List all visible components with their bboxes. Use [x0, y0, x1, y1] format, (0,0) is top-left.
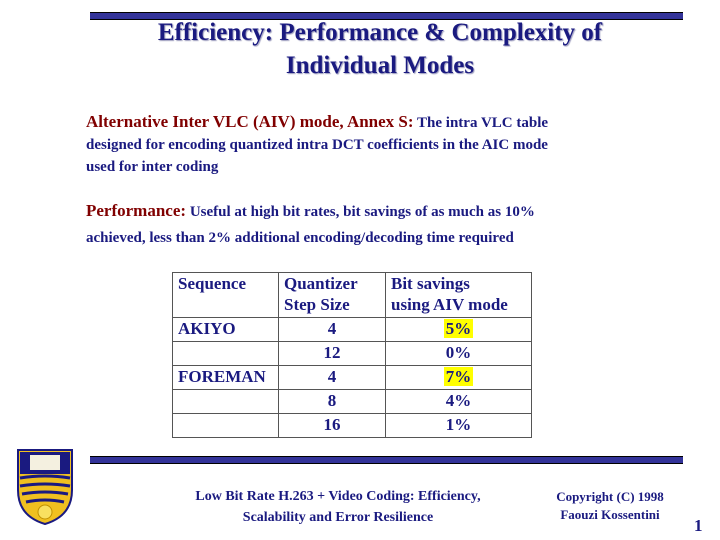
copyright-line: Copyright (C) 1998 [556, 489, 664, 504]
cell-text: 0% [445, 343, 472, 362]
header-text: using AIV mode [391, 295, 508, 314]
table-row: FOREMAN 4 7% [172, 365, 532, 390]
table-cell: 5% [385, 317, 532, 342]
table-cell: 1% [385, 413, 532, 438]
title: Efficiency: Performance & Complexity of … [80, 16, 680, 82]
table-cell: 4 [278, 317, 386, 342]
cell-text: 12 [323, 343, 341, 362]
table-cell: 4 [278, 365, 386, 390]
cell-text: 8 [327, 391, 337, 410]
footer-line: Scalability and Error Resilience [242, 510, 434, 525]
table-row: 12 0% [172, 341, 532, 366]
cell-text: 4% [445, 391, 472, 410]
footer-line: Low Bit Rate H.263 + Video Coding: Effic… [195, 489, 481, 504]
paragraph-line: Useful at high bit rates, bit savings of… [189, 204, 535, 220]
paragraph-lead: Performance: [86, 201, 187, 220]
cell-text: 4 [327, 367, 337, 386]
header-row: Sequence Quantizer Step Size Bit savings usi… [172, 272, 532, 318]
table-row: 8 4% [172, 389, 532, 414]
cell-text: 7% [443, 367, 474, 386]
table-cell: 12 [278, 341, 386, 366]
results-table: Sequence Quantizer Step Size Bit savings usi… [172, 272, 532, 438]
table-cell: 16 [278, 413, 386, 438]
copyright-line: Faouzi Kossentini [560, 507, 660, 522]
paragraph: Performance: Useful at high bit rates, b… [86, 198, 535, 249]
table-cell [172, 389, 279, 414]
footer-title: Low Bit Rate H.263 + Video Coding: Effic… [168, 486, 508, 528]
paragraph-line: designed for encoding quantized intra DC… [86, 137, 548, 153]
title-line: Efficiency: Performance & Complexity of [157, 19, 603, 46]
paragraph-lead: Alternative Inter VLC (AIV) mode, Annex … [86, 112, 414, 131]
table-row: AKIYO 4 5% [172, 317, 532, 342]
table-cell [172, 413, 279, 438]
header-text: Sequence [178, 274, 246, 293]
header-text: Quantizer [284, 274, 358, 293]
table-cell [172, 341, 279, 366]
bottom-bar [90, 456, 683, 464]
table-cell: 4% [385, 389, 532, 414]
page-number: 1 [694, 516, 703, 535]
cell-text: 5% [443, 319, 474, 338]
table-cell: 8 [278, 389, 386, 414]
crest-logo [17, 449, 73, 526]
paragraph-line: used for inter coding [86, 159, 219, 175]
cell-text: 4 [327, 319, 337, 338]
cell-text: FOREMAN [178, 367, 266, 386]
table-row: 16 1% [172, 413, 532, 438]
cell-text: AKIYO [178, 319, 236, 338]
table-cell: 7% [385, 365, 532, 390]
header-text: Step Size [284, 295, 350, 314]
table-cell: AKIYO [172, 317, 279, 342]
copyright: Copyright (C) 1998 Faouzi Kossentini [545, 488, 675, 524]
paragraph-line: The intra VLC table [417, 115, 549, 131]
top-bar [90, 12, 683, 20]
paragraph-line: achieved, less than 2% additional encodi… [86, 230, 514, 246]
cell-text: 1% [445, 415, 472, 434]
paragraph: Alternative Inter VLC (AIV) mode, Annex … [86, 111, 548, 178]
cell-text: 16 [323, 415, 341, 434]
header-text: Bit savings [391, 274, 470, 293]
header-cell: Sequence [172, 272, 279, 318]
header-cell: Bit savings using AIV mode [385, 272, 532, 318]
table-cell: 0% [385, 341, 532, 366]
title-line: Individual Modes [285, 52, 475, 79]
header-cell: Quantizer Step Size [278, 272, 386, 318]
table-cell: FOREMAN [172, 365, 279, 390]
